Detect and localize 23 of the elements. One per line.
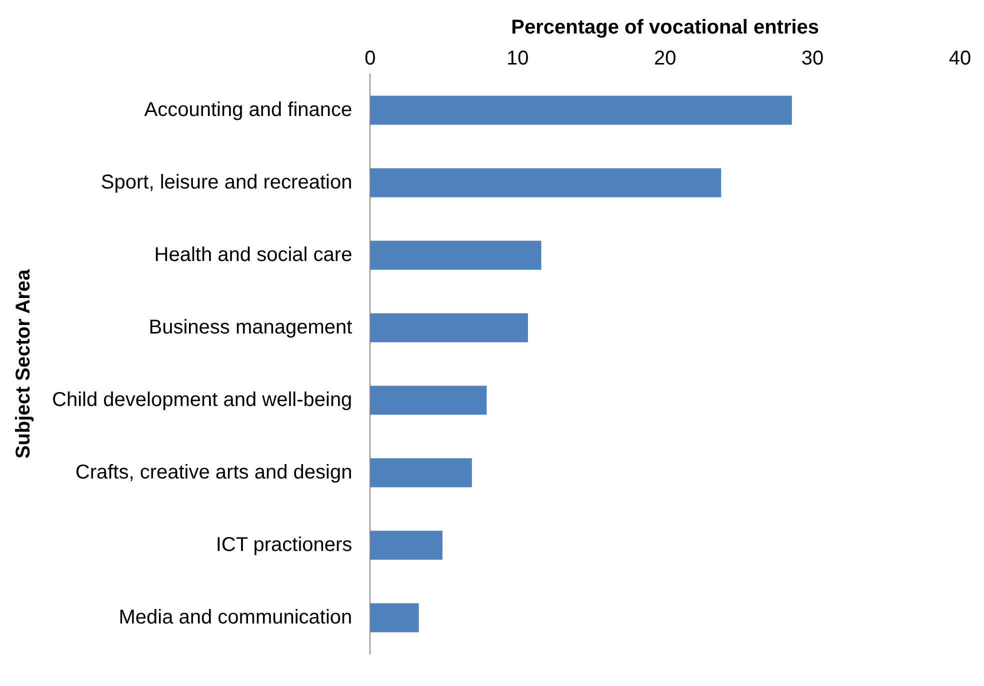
bar <box>370 313 528 342</box>
bar <box>370 240 542 270</box>
bar <box>370 603 419 632</box>
y-tick-label: ICT practioners <box>216 534 352 556</box>
y-tick-label: Business management <box>148 316 353 338</box>
y-axis-title: Subject Sector Area <box>12 268 35 459</box>
x-tick-label: 40 <box>948 48 972 70</box>
x-tick-label: 30 <box>801 48 824 70</box>
x-tick-label: 10 <box>506 48 529 70</box>
y-tick-label: Accounting and finance <box>144 98 352 121</box>
x-axis-title: Percentage of vocational entries <box>511 16 820 39</box>
y-tick-label: Sport, leisure and recreation <box>100 171 352 194</box>
y-tick-label: Media and communication <box>118 606 352 628</box>
x-tick-label: 0 <box>364 48 376 70</box>
bar <box>370 458 472 488</box>
bar <box>370 386 487 415</box>
bar <box>370 530 442 560</box>
x-tick-label: 20 <box>654 48 676 70</box>
bar <box>370 96 792 125</box>
y-tick-label: Health and social care <box>154 244 352 266</box>
y-tick-label: Child development and well-being <box>52 388 352 411</box>
y-tick-label: Crafts, creative arts and design <box>75 461 352 484</box>
bar <box>370 168 722 198</box>
